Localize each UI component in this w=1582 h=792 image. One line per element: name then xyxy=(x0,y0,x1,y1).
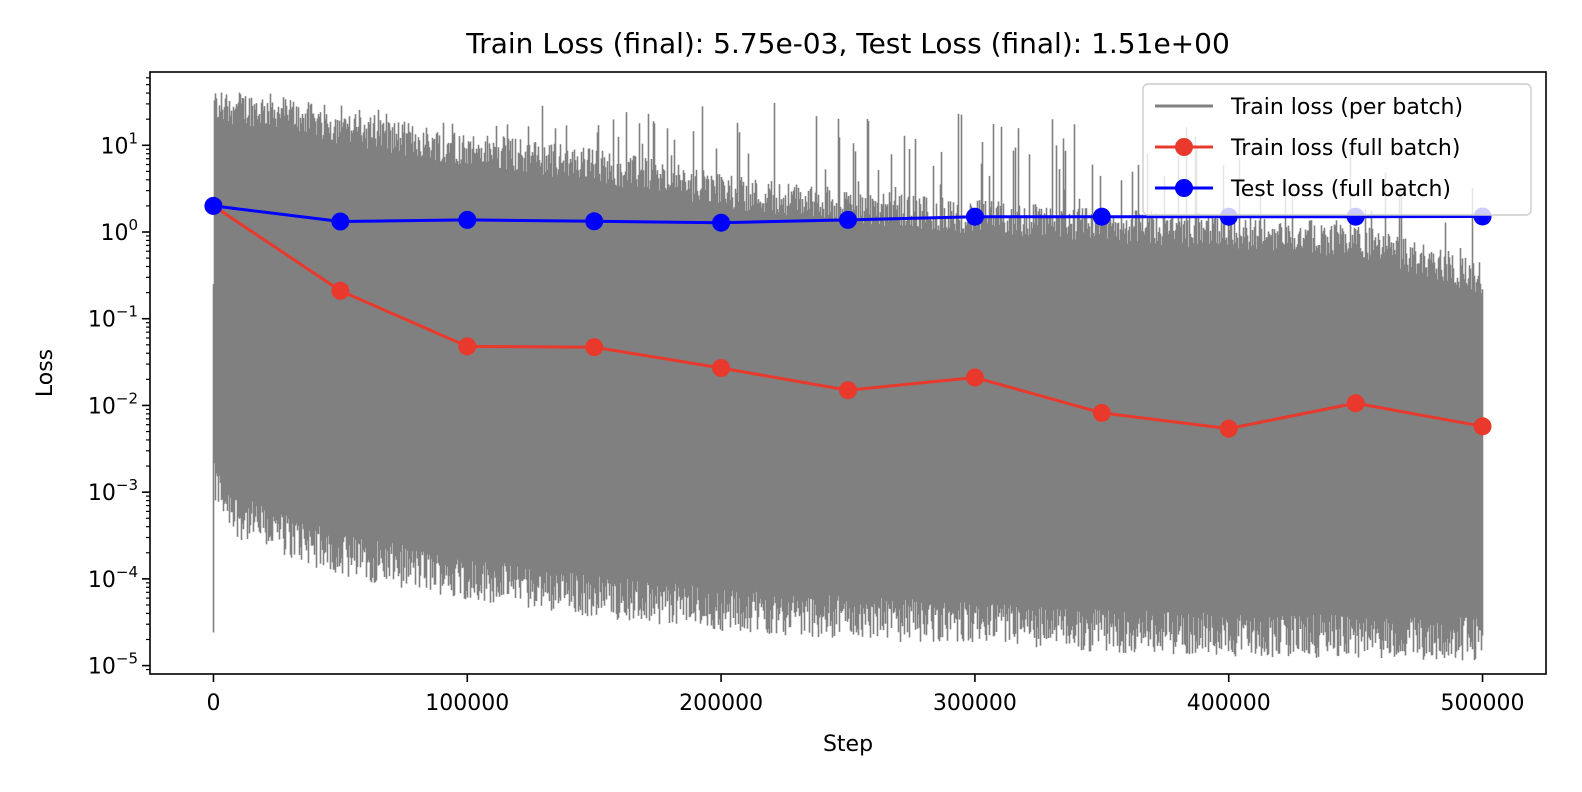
test-full-batch-point xyxy=(204,196,223,215)
test-full-batch-point xyxy=(1092,207,1111,226)
test-full-batch-point xyxy=(712,213,731,232)
y-tick-label: 10−4 xyxy=(88,563,138,593)
y-tick-label: 101 xyxy=(100,129,138,159)
legend-label: Test loss (full batch) xyxy=(1230,177,1451,202)
train-full-batch-point xyxy=(839,381,857,400)
x-tick-label: 200000 xyxy=(679,691,763,716)
plot-frame xyxy=(149,71,1547,675)
legend: Train loss (per batch) Train loss (full b… xyxy=(1142,83,1532,216)
y-tick-label: 10−2 xyxy=(88,389,138,419)
legend-swatch-marker xyxy=(1175,179,1193,197)
x-tick-label: 500000 xyxy=(1441,691,1525,716)
x-axis: 0 100000 200000 300000 400000 500000 xyxy=(206,674,1525,716)
train-full-batch-point xyxy=(331,281,350,300)
x-tick-label: 0 xyxy=(206,691,220,716)
legend-label: Train loss (full batch) xyxy=(1230,136,1460,161)
test-full-batch-point xyxy=(458,210,477,229)
train-full-batch-point xyxy=(1219,419,1238,438)
train-full-batch-point xyxy=(585,338,604,357)
train-full-batch-point xyxy=(1092,403,1111,422)
train-full-batch-point xyxy=(712,359,731,378)
full-batch-markers xyxy=(204,196,1492,438)
test-full-batch-point xyxy=(585,212,604,231)
test-full-batch-point xyxy=(965,207,984,226)
legend-label: Train loss (per batch) xyxy=(1230,95,1463,120)
y-axis-label: Loss xyxy=(33,349,58,397)
test-full-batch-point xyxy=(331,212,350,231)
chart-title: Train Loss (final): 5.75e-03, Test Loss … xyxy=(465,27,1230,60)
per-batch-loss-band xyxy=(212,92,1484,661)
plot-area xyxy=(204,92,1492,661)
train-full-batch-point xyxy=(965,368,984,387)
legend-swatch-marker xyxy=(1175,138,1193,156)
y-tick-label: 10−3 xyxy=(88,476,138,506)
x-tick-label: 400000 xyxy=(1187,691,1271,716)
x-tick-label: 300000 xyxy=(933,691,1017,716)
per-batch-loss-line xyxy=(212,92,1484,661)
x-axis-label: Step xyxy=(823,732,873,757)
y-tick-label: 10−1 xyxy=(88,303,138,333)
test-full-batch-point xyxy=(839,210,857,229)
train-full-batch-point xyxy=(1473,417,1492,436)
y-axis: 10−5 10−4 10−3 10−2 10−1 100 101 xyxy=(88,77,150,680)
y-tick-label: 10−5 xyxy=(88,650,138,680)
y-tick-label: 100 xyxy=(100,216,138,246)
train-full-batch-point xyxy=(458,337,477,356)
legend-box xyxy=(1142,83,1532,216)
train-full-batch-point xyxy=(1346,394,1365,413)
x-tick-label: 100000 xyxy=(425,691,509,716)
